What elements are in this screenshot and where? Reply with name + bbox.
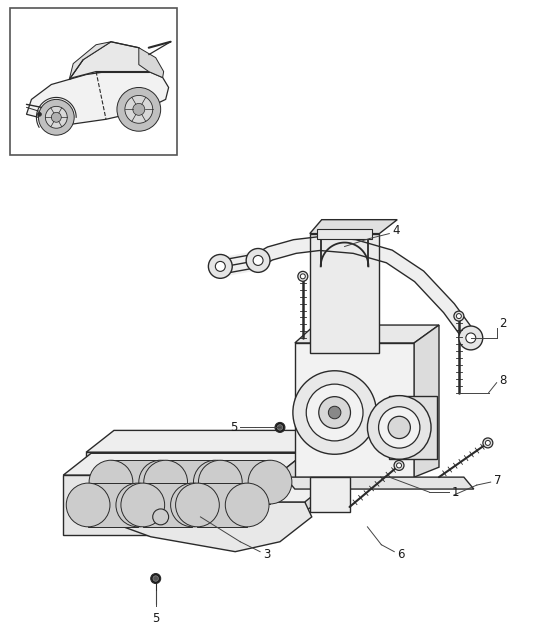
Polygon shape bbox=[255, 237, 476, 342]
Bar bbox=[10, 8, 177, 155]
Circle shape bbox=[394, 460, 404, 470]
Polygon shape bbox=[317, 229, 372, 239]
Circle shape bbox=[275, 423, 285, 433]
Circle shape bbox=[133, 104, 145, 116]
Circle shape bbox=[466, 333, 476, 343]
Circle shape bbox=[379, 407, 420, 448]
Circle shape bbox=[175, 483, 219, 527]
Circle shape bbox=[293, 371, 377, 454]
Circle shape bbox=[483, 438, 493, 448]
Polygon shape bbox=[389, 396, 437, 459]
Circle shape bbox=[253, 256, 263, 266]
Polygon shape bbox=[69, 41, 153, 80]
Circle shape bbox=[388, 416, 410, 438]
Circle shape bbox=[454, 311, 464, 321]
Circle shape bbox=[117, 87, 161, 131]
Polygon shape bbox=[86, 452, 305, 512]
Circle shape bbox=[298, 271, 308, 281]
Polygon shape bbox=[63, 453, 305, 475]
Circle shape bbox=[456, 313, 462, 318]
Circle shape bbox=[38, 99, 74, 135]
Circle shape bbox=[139, 460, 183, 504]
Text: 6: 6 bbox=[397, 548, 405, 561]
Circle shape bbox=[486, 440, 491, 445]
Circle shape bbox=[225, 483, 269, 527]
Bar bbox=[220, 460, 270, 504]
Bar bbox=[88, 483, 138, 527]
Circle shape bbox=[45, 106, 67, 128]
Polygon shape bbox=[414, 325, 439, 477]
Polygon shape bbox=[89, 482, 330, 502]
Circle shape bbox=[300, 274, 305, 279]
Polygon shape bbox=[295, 343, 414, 477]
Polygon shape bbox=[305, 430, 332, 512]
Polygon shape bbox=[277, 453, 305, 535]
Circle shape bbox=[51, 112, 61, 122]
Circle shape bbox=[171, 483, 214, 527]
Circle shape bbox=[248, 460, 292, 504]
Circle shape bbox=[306, 384, 363, 441]
Circle shape bbox=[319, 397, 350, 428]
Text: 7: 7 bbox=[494, 474, 501, 487]
Circle shape bbox=[367, 396, 431, 459]
Circle shape bbox=[397, 463, 402, 468]
Circle shape bbox=[121, 483, 165, 527]
Text: 2: 2 bbox=[499, 317, 506, 330]
Polygon shape bbox=[89, 502, 312, 551]
Circle shape bbox=[277, 425, 283, 430]
Polygon shape bbox=[310, 220, 397, 234]
Text: 3: 3 bbox=[263, 548, 270, 561]
Polygon shape bbox=[295, 325, 439, 343]
Polygon shape bbox=[310, 234, 379, 353]
Circle shape bbox=[66, 483, 110, 527]
Polygon shape bbox=[27, 70, 168, 124]
Polygon shape bbox=[69, 41, 111, 80]
Text: 8: 8 bbox=[500, 374, 507, 387]
Polygon shape bbox=[139, 48, 164, 77]
Polygon shape bbox=[86, 430, 332, 452]
Bar bbox=[143, 483, 192, 527]
Polygon shape bbox=[285, 477, 474, 489]
Circle shape bbox=[153, 509, 168, 525]
Text: 4: 4 bbox=[392, 224, 400, 237]
Text: 5: 5 bbox=[230, 421, 237, 434]
Circle shape bbox=[246, 249, 270, 273]
Circle shape bbox=[144, 460, 187, 504]
Circle shape bbox=[89, 460, 133, 504]
Circle shape bbox=[116, 483, 160, 527]
Circle shape bbox=[153, 576, 159, 582]
Circle shape bbox=[193, 460, 237, 504]
Circle shape bbox=[329, 406, 341, 419]
Circle shape bbox=[125, 95, 153, 123]
Bar bbox=[197, 483, 247, 527]
Circle shape bbox=[151, 573, 161, 583]
Text: 5: 5 bbox=[152, 612, 159, 625]
Circle shape bbox=[198, 460, 242, 504]
Circle shape bbox=[208, 254, 232, 278]
Text: 1: 1 bbox=[452, 485, 459, 499]
Polygon shape bbox=[310, 477, 349, 512]
Bar bbox=[166, 460, 215, 504]
Bar bbox=[111, 460, 161, 504]
Circle shape bbox=[215, 261, 225, 271]
Circle shape bbox=[38, 112, 41, 116]
Circle shape bbox=[459, 326, 483, 350]
Polygon shape bbox=[63, 475, 277, 535]
